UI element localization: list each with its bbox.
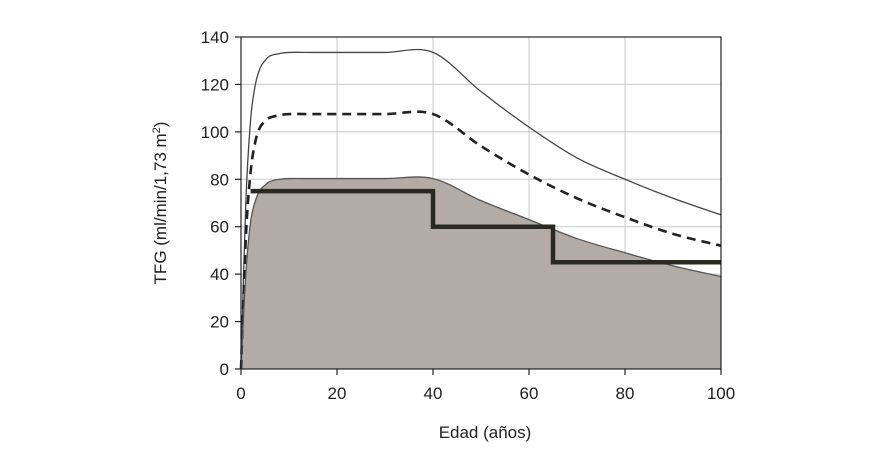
y-axis-title: TFG (ml/min/1,73 m2) [151, 122, 170, 285]
line-layer [239, 48, 722, 370]
threshold-step-line [250, 188, 721, 265]
lower-bound-curve [240, 176, 722, 370]
y-axis-title-main: TFG (ml/min/1,73 m [151, 133, 170, 284]
area-layer [241, 176, 721, 369]
x-tick-label-100: 100 [707, 384, 735, 403]
upper-bound-curve [240, 48, 722, 370]
y-tick-label-100: 100 [201, 123, 229, 142]
y-tick-label-0: 0 [220, 360, 229, 379]
y-tick-label-60: 60 [210, 218, 229, 237]
y-axis-title-close: ) [151, 122, 170, 128]
y-tick-label-20: 20 [210, 313, 229, 332]
x-tick-label-60: 60 [520, 384, 539, 403]
y-tick-label-140: 140 [201, 28, 229, 47]
tick-labels: 0 20 40 60 80 100 0 20 40 60 80 100 120 140 [201, 28, 736, 403]
x-tick-label-0: 0 [236, 384, 245, 403]
axes [235, 36, 722, 375]
x-axis-title: Edad (años) [439, 423, 532, 442]
x-tick-label-80: 80 [616, 384, 635, 403]
x-tick-label-20: 20 [328, 384, 347, 403]
y-tick-label-80: 80 [210, 170, 229, 189]
median-dashed-curve [239, 110, 722, 370]
lower-bound-fill-area [241, 176, 721, 369]
y-tick-label-120: 120 [201, 75, 229, 94]
x-tick-label-40: 40 [424, 384, 443, 403]
y-axis-title-superscript: 2 [151, 127, 163, 133]
y-tick-label-40: 40 [210, 265, 229, 284]
plot-frame [240, 36, 722, 370]
